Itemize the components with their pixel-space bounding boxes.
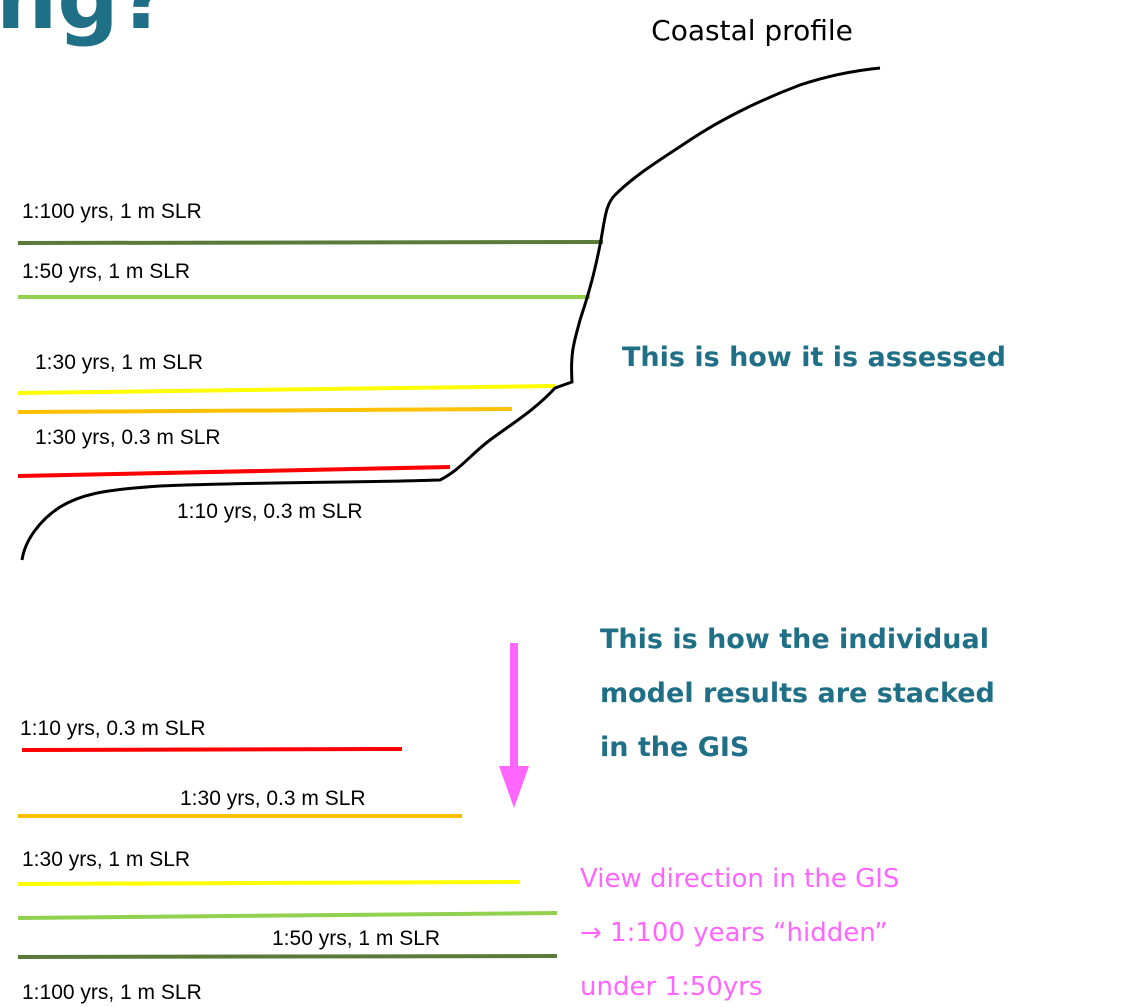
arrow-head: [499, 766, 529, 808]
caption: in the GIS: [600, 732, 749, 763]
level-line: [18, 913, 557, 918]
level-line: [18, 242, 603, 243]
level-line: [18, 467, 450, 476]
level-label: 1:50 yrs, 1 m SLR: [22, 260, 190, 283]
level-label: 1:50 yrs, 1 m SLR: [272, 927, 440, 950]
title-fragment: ng?: [0, 0, 169, 49]
note: under 1:50yrs: [580, 972, 762, 1002]
caption: This is how the individual: [600, 624, 989, 655]
level-label: 1:100 yrs, 1 m SLR: [22, 200, 202, 223]
level-label: 1:30 yrs, 0.3 m SLR: [180, 787, 366, 810]
note: → 1:100 years “hidden”: [580, 918, 888, 948]
note: View direction in the GIS: [580, 864, 899, 894]
level-label: 1:100 yrs, 1 m SLR: [22, 981, 202, 1004]
level-label: 1:10 yrs, 0.3 m SLR: [20, 717, 206, 740]
level-line: [18, 956, 557, 957]
profile-title: Coastal profile: [651, 14, 853, 47]
level-line: [22, 749, 402, 750]
level-label: 1:10 yrs, 0.3 m SLR: [177, 500, 363, 523]
level-label: 1:30 yrs, 1 m SLR: [22, 848, 190, 871]
level-line: [18, 386, 555, 393]
slide: ng? Coastal profile 1:100 yrs, 1 m SLR 1…: [0, 0, 1135, 1007]
level-line: [18, 882, 520, 884]
caption: model results are stacked: [600, 678, 995, 709]
level-label: 1:30 yrs, 1 m SLR: [35, 351, 203, 374]
level-label: 1:30 yrs, 0.3 m SLR: [35, 426, 221, 449]
level-line: [18, 409, 512, 412]
caption: This is how it is assessed: [622, 342, 1006, 373]
coastal-profile: [22, 68, 880, 560]
arrow-shaft: [510, 643, 518, 768]
